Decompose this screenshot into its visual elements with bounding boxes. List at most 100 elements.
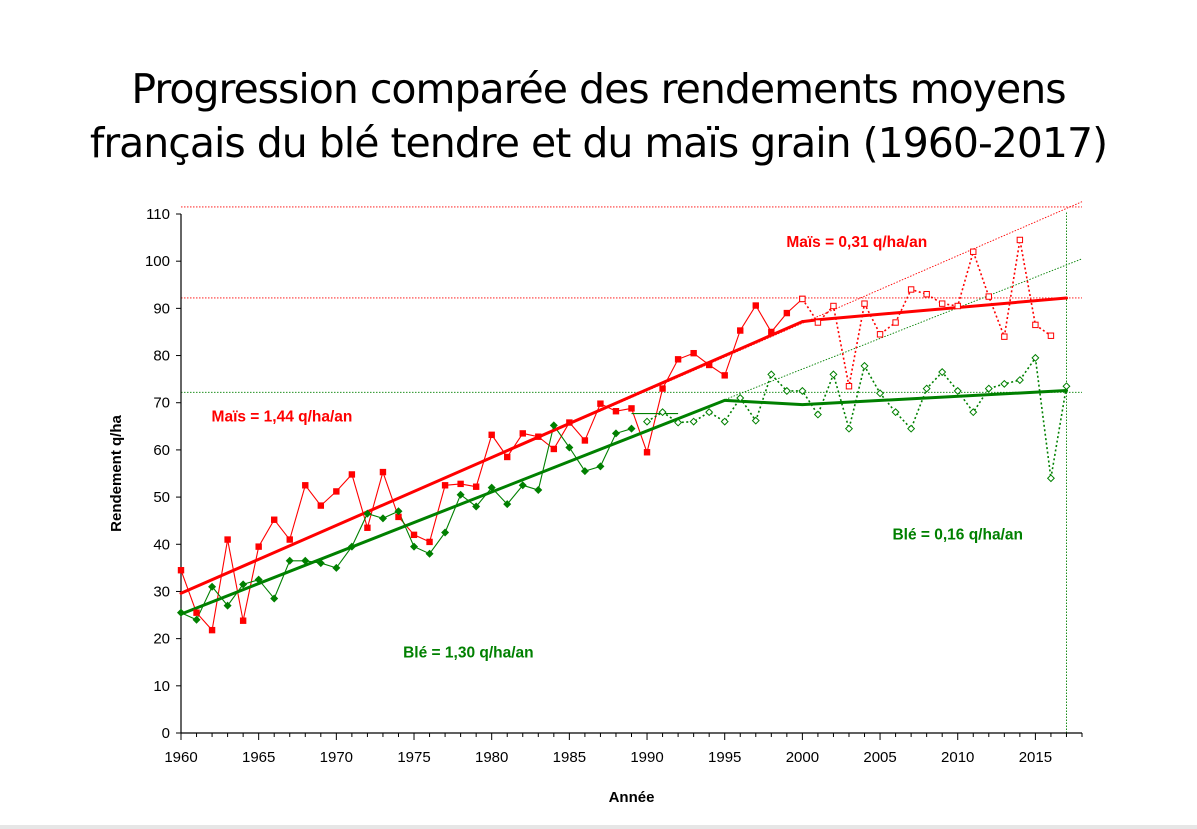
data-point (969, 408, 978, 417)
series-line (801, 239, 1052, 387)
data-point (456, 490, 465, 499)
trend-line (800, 296, 1068, 324)
data-point (970, 248, 977, 255)
data-point (504, 453, 511, 461)
x-tick-label: 1975 (397, 749, 430, 766)
data-point (953, 386, 962, 395)
data-point (907, 286, 915, 293)
data-point (394, 507, 403, 516)
data-point (643, 417, 652, 426)
data-point (317, 502, 325, 509)
data-point (1062, 382, 1071, 391)
series-line (180, 298, 803, 632)
y-tick-label: 60 (153, 442, 170, 459)
y-tick-label: 90 (153, 300, 170, 317)
data-point (751, 416, 760, 425)
data-point (658, 408, 667, 417)
data-point (721, 372, 728, 379)
data-point (1047, 332, 1055, 339)
data-point (597, 400, 604, 407)
data-point (891, 408, 900, 417)
data-point (208, 626, 216, 634)
data-point (270, 594, 279, 603)
data-point (410, 531, 418, 539)
y-tick-label: 110 (146, 206, 170, 223)
x-tick-label: 2000 (786, 749, 819, 766)
data-point (876, 331, 884, 338)
data-point (286, 536, 293, 543)
data-point (984, 384, 993, 393)
data-point (565, 443, 574, 452)
x-tick-label: 1970 (320, 749, 353, 766)
data-point (690, 349, 697, 357)
data-point (830, 302, 837, 310)
data-point (193, 609, 200, 616)
data-point (580, 467, 589, 476)
data-point (426, 538, 433, 546)
data-point (1032, 321, 1039, 329)
data-point (519, 430, 526, 437)
x-tick-label: 1985 (553, 749, 586, 766)
data-point (768, 328, 775, 336)
data-point (302, 482, 309, 489)
data-point (923, 291, 930, 298)
y-tick-label: 30 (153, 583, 170, 600)
data-point (518, 481, 527, 490)
data-point (441, 482, 449, 489)
data-point (271, 516, 278, 523)
data-point (378, 514, 387, 523)
data-point (224, 536, 231, 543)
data-point (1016, 236, 1024, 244)
data-point (223, 601, 232, 610)
data-point (922, 384, 931, 393)
data-point (611, 429, 620, 438)
data-point (1000, 379, 1009, 388)
data-point (316, 559, 325, 568)
data-point (674, 356, 682, 363)
data-point (1046, 474, 1055, 483)
trend-line (723, 389, 1068, 407)
data-point (782, 386, 791, 395)
trend-annotation: Maïs = 1,44 q/ha/an (212, 409, 353, 426)
data-point (767, 370, 776, 379)
data-point (254, 575, 263, 584)
data-point (348, 471, 356, 478)
data-point (985, 293, 992, 300)
data-point (720, 417, 729, 426)
data-point (954, 302, 961, 310)
data-point (363, 509, 372, 518)
data-point (410, 542, 419, 551)
data-point (643, 449, 651, 456)
data-point (347, 542, 356, 551)
data-point (581, 437, 589, 444)
data-point (783, 309, 791, 317)
data-point (844, 424, 853, 433)
data-point (487, 483, 496, 492)
series-line (180, 424, 632, 621)
data-point (1031, 353, 1040, 362)
data-point (239, 580, 248, 589)
data-point (799, 295, 806, 303)
x-tick-label: 2005 (863, 749, 896, 766)
data-point (534, 486, 543, 495)
bottom-divider (0, 825, 1197, 829)
trend-annotation: Maïs = 0,31 q/ha/an (786, 234, 927, 251)
data-point (674, 418, 683, 427)
data-point (1001, 333, 1008, 340)
data-point (737, 327, 744, 334)
data-point (628, 405, 635, 412)
data-point (627, 424, 636, 433)
data-point (472, 483, 480, 490)
data-point (208, 582, 217, 591)
data-point (798, 386, 807, 395)
data-point (549, 421, 558, 430)
data-point (705, 408, 714, 417)
series-line (646, 355, 1068, 479)
data-point (472, 502, 481, 511)
y-axis-label: Rendement q/ha (108, 415, 125, 532)
data-point (736, 394, 745, 403)
data-point (503, 500, 512, 509)
data-point (845, 383, 853, 390)
x-tick-label: 2015 (1019, 749, 1052, 766)
